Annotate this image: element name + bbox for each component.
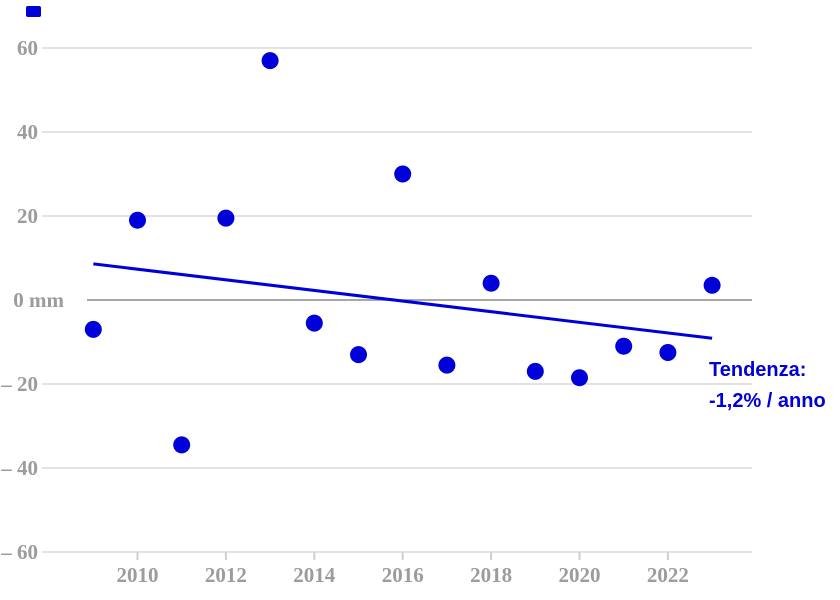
data-point-2019	[526, 362, 544, 380]
trend-annotation: Tendenza: -1,2% / anno	[709, 355, 839, 417]
data-point-2022	[659, 344, 677, 361]
data-point-2023	[703, 276, 721, 294]
x-tick-label-2010: 2010	[116, 563, 159, 587]
trend-annotation-line1: Tendenza:	[709, 359, 807, 381]
x-tick-label-2022: 2022	[646, 563, 689, 587]
legend-marker-square	[26, 6, 41, 17]
data-point-2016	[394, 165, 412, 183]
trend-line	[93, 262, 713, 340]
data-point-2020	[571, 369, 588, 387]
y-tick-label-neg60: – 60	[1, 540, 38, 564]
x-tick-label-2012: 2012	[204, 563, 247, 587]
x-tick-label-2018: 2018	[470, 563, 513, 587]
data-point-2013	[261, 52, 279, 70]
data-point-2012	[217, 209, 235, 227]
y-tick-label-neg40: – 40	[1, 456, 38, 480]
y-tick-label-neg20: – 20	[1, 372, 38, 396]
data-point-2010	[129, 211, 146, 229]
x-tick-label-2014: 2014	[293, 563, 336, 587]
data-point-2017	[438, 356, 456, 374]
data-point-2014	[305, 314, 323, 332]
data-point-2009	[84, 320, 102, 338]
y-tick-label-40: 40	[17, 120, 38, 144]
trend-annotation-line2: -1,2% / anno	[709, 390, 826, 412]
y-tick-label-20: 20	[17, 204, 38, 228]
x-tick-label-2016: 2016	[381, 563, 424, 587]
y-tick-label-60: 60	[17, 36, 38, 60]
data-point-2018	[482, 274, 500, 292]
x-tick-label-2020: 2020	[558, 563, 601, 587]
y-tick-label-0mm: 0 mm	[13, 288, 64, 312]
data-point-2011	[173, 436, 191, 454]
data-point-2015	[350, 346, 367, 364]
data-point-2021	[615, 337, 633, 355]
